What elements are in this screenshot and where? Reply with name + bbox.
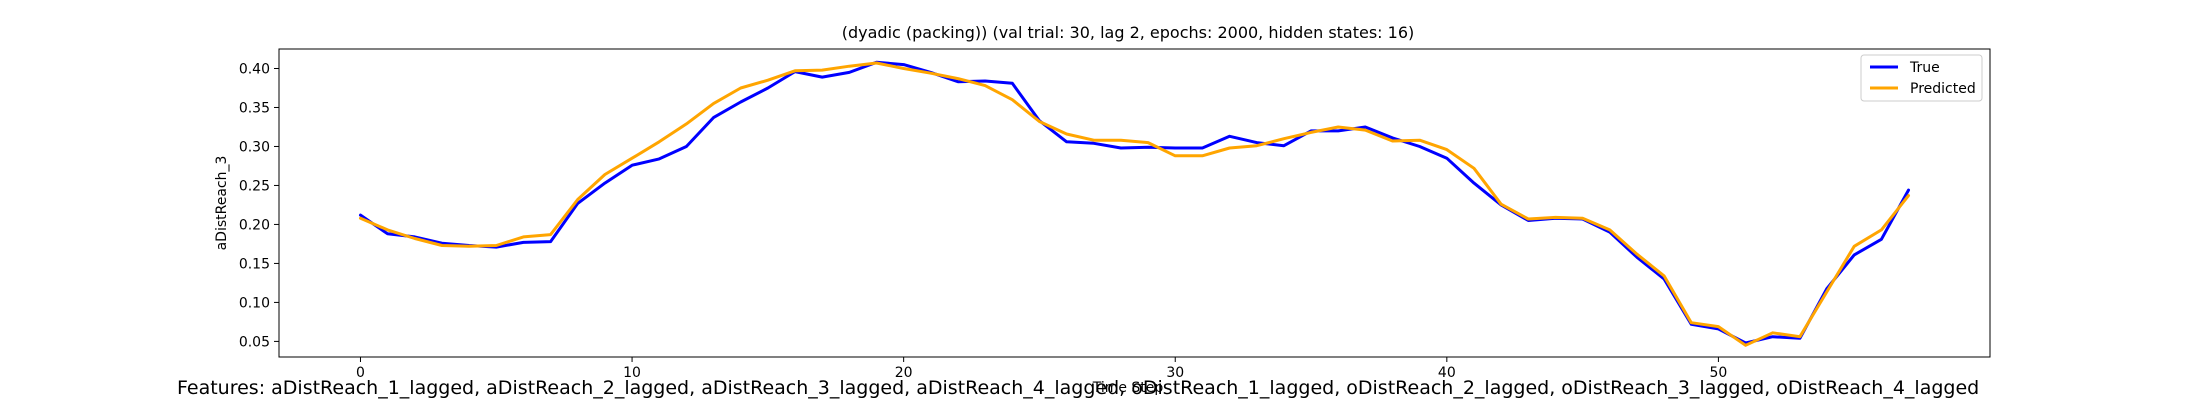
y-tick-label: 0.05 [239, 334, 270, 350]
plot-frame [278, 48, 1991, 358]
series-line-true [359, 60, 1910, 345]
x-tick-label: 40 [1438, 365, 1456, 381]
features-footer: Features: aDistReach_1_lagged, aDistReac… [0, 380, 2200, 400]
y-tick-label: 0.40 [239, 61, 270, 77]
legend: True Predicted [1860, 54, 1983, 102]
features-text: Features: aDistReach_1_lagged, aDistReac… [177, 380, 1980, 399]
series-layer [359, 60, 1910, 347]
x-axis: 0 10 20 30 40 50 [356, 357, 1727, 381]
legend-label-true: True [1909, 60, 1940, 76]
x-tick-label: 30 [1166, 365, 1184, 381]
x-tick-label: 50 [1709, 365, 1727, 381]
chart-title: (dyadic (packing)) (val trial: 30, lag 2… [842, 23, 1415, 42]
legend-label-predicted: Predicted [1910, 81, 1976, 97]
y-tick-label: 0.15 [239, 256, 270, 272]
x-tick-label: 0 [356, 365, 365, 381]
y-axis: 0.05 0.10 0.15 0.20 0.25 0.30 0.35 0.40 [239, 61, 279, 350]
y-axis-label: aDistReach_3 [214, 156, 230, 251]
y-tick-label: 0.10 [239, 295, 270, 311]
y-tick-label: 0.30 [239, 139, 270, 155]
series-line-predicted [359, 61, 1910, 347]
x-axis-label: Time Step [1092, 380, 1164, 396]
y-tick-label: 0.35 [239, 100, 270, 116]
y-tick-label: 0.20 [239, 217, 270, 233]
x-tick-label: 10 [623, 365, 641, 381]
y-tick-label: 0.25 [239, 178, 270, 194]
x-tick-label: 20 [895, 365, 913, 381]
